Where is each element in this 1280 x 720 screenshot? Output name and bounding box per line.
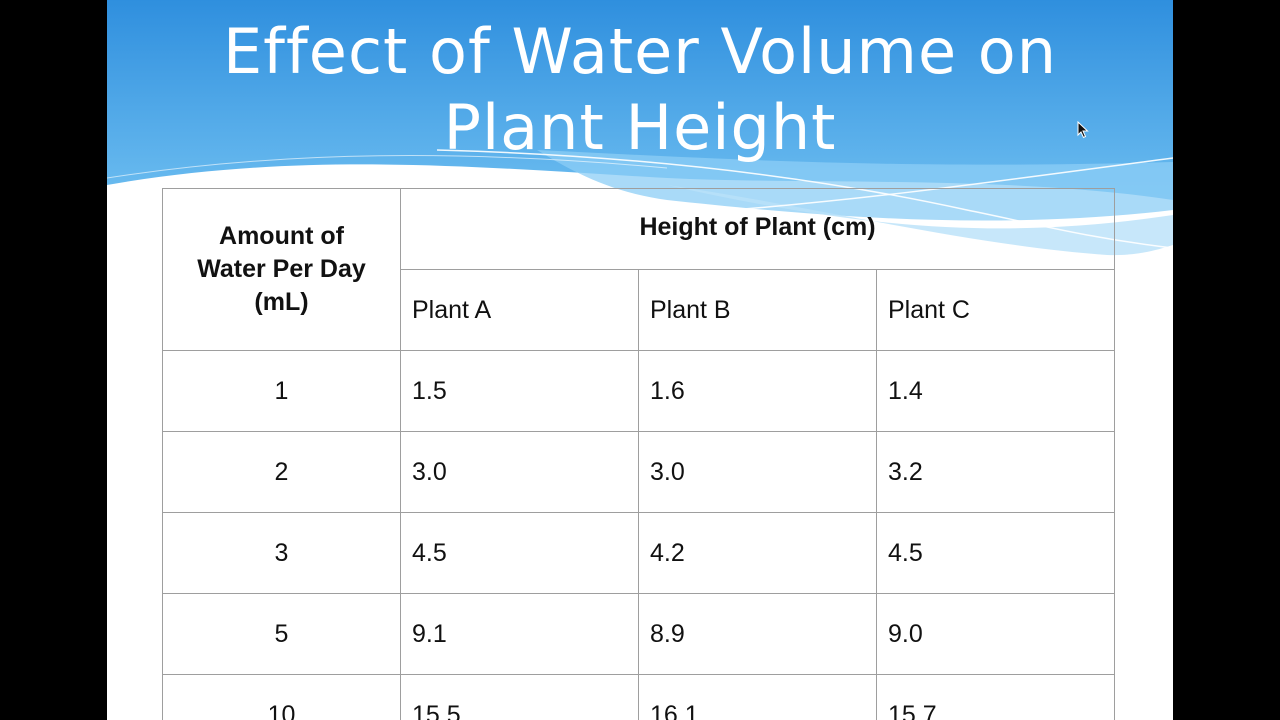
plant-c-height-cell: 9.0 [876,593,1115,675]
water-amount-header-line-3: (mL) [254,288,309,316]
table-row: 10 15.5 16.1 15.7 [162,674,1115,720]
plant-c-header: Plant C [876,269,1115,351]
plant-height-header-label: Height of Plant (cm) [639,212,876,241]
plant-height-table: Amount of Water Per Day (mL) Height of P… [162,188,1115,720]
plant-a-height-cell: 3.0 [400,431,639,513]
water-amount-cell: 2 [162,431,401,513]
slide-title-line-2: Plant Height [443,91,837,164]
plant-b-height-cell: 8.9 [638,593,877,675]
plant-c-height-cell: 15.7 [876,674,1115,720]
plant-b-height-cell: 3.0 [638,431,877,513]
plant-c-height-cell: 3.2 [876,431,1115,513]
table-header-row: Amount of Water Per Day (mL) Height of P… [162,188,1115,351]
table-row: 5 9.1 8.9 9.0 [162,593,1115,675]
table-row: 1 1.5 1.6 1.4 [162,350,1115,432]
plant-names-row: Plant A Plant B Plant C [163,269,1115,351]
table-row: 2 3.0 3.0 3.2 [162,431,1115,513]
plant-b-height-cell: 1.6 [638,350,877,432]
plant-a-header: Plant A [400,269,639,351]
water-amount-header-line-2: Water Per Day [197,255,366,283]
table-row: 3 4.5 4.2 4.5 [162,512,1115,594]
plant-a-height-cell: 15.5 [400,674,639,720]
water-amount-header-line-1: Amount of [219,222,344,250]
plant-a-height-cell: 4.5 [400,512,639,594]
water-amount-header: Amount of Water Per Day (mL) [162,188,401,351]
plant-a-height-cell: 1.5 [400,350,639,432]
mouse-pointer-icon [1077,121,1089,139]
slide-title-line-1: Effect of Water Volume on [222,15,1058,88]
plant-b-header: Plant B [638,269,877,351]
slide-title: Effect of Water Volume on Plant Height [107,14,1173,166]
plant-height-header: Height of Plant (cm) [400,188,1115,270]
plant-c-height-cell: 1.4 [876,350,1115,432]
plant-a-height-cell: 9.1 [400,593,639,675]
water-amount-cell: 5 [162,593,401,675]
plant-b-height-cell: 16.1 [638,674,877,720]
water-amount-cell: 10 [162,674,401,720]
presentation-slide: Effect of Water Volume on Plant Height A… [107,0,1173,720]
water-amount-cell: 1 [162,350,401,432]
water-amount-cell: 3 [162,512,401,594]
plant-c-height-cell: 4.5 [876,512,1115,594]
plant-b-height-cell: 4.2 [638,512,877,594]
